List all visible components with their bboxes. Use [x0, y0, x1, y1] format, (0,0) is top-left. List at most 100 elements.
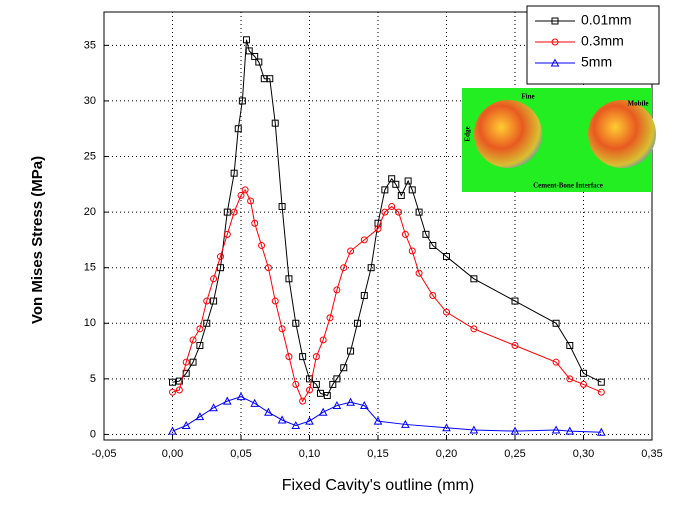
- data-point: [511, 297, 519, 305]
- data-point: [306, 375, 313, 383]
- legend-box: [526, 5, 660, 85]
- y-tick-label: 35: [84, 39, 96, 51]
- data-point: [319, 336, 327, 344]
- data-point: [565, 426, 575, 435]
- data-point: [347, 347, 355, 355]
- data-point: [271, 119, 279, 127]
- data-point: [580, 369, 587, 377]
- data-point: [469, 425, 479, 434]
- data-point: [241, 186, 249, 194]
- data-point: [326, 314, 334, 322]
- data-point: [580, 380, 587, 388]
- legend-marker: [550, 58, 560, 67]
- data-point: [374, 225, 382, 233]
- data-point: [566, 342, 574, 350]
- data-point: [395, 208, 403, 216]
- data-point: [552, 358, 560, 366]
- data-point: [596, 427, 606, 436]
- y-tick-label: 30: [84, 95, 96, 107]
- series-line: [172, 396, 602, 433]
- data-point: [470, 325, 478, 333]
- x-tick-label: 0,20: [436, 448, 457, 460]
- data-point: [223, 208, 231, 216]
- data-point: [260, 75, 268, 83]
- x-tick-label: 0,00: [162, 448, 183, 460]
- legend-marker: [551, 17, 559, 25]
- data-point: [223, 230, 231, 238]
- sphere: [474, 100, 542, 168]
- data-point: [306, 386, 313, 394]
- inset-image: Fine Mobile Edge Cement-Bone Interface: [462, 88, 656, 192]
- data-point: [278, 203, 286, 211]
- data-point: [247, 197, 255, 205]
- data-point: [408, 247, 416, 255]
- data-point: [230, 208, 238, 216]
- series-line: [172, 39, 602, 397]
- legend-label: 0.01mm: [581, 12, 632, 28]
- data-point: [333, 286, 341, 294]
- legend: 0.01mm 0.3mm 5mm: [526, 5, 660, 85]
- data-point: [340, 264, 348, 272]
- data-point: [278, 325, 286, 333]
- x-tick-label: 0,30: [573, 448, 594, 460]
- x-tick-label: -0,05: [91, 448, 116, 460]
- data-point: [360, 291, 368, 299]
- data-point: [195, 412, 205, 421]
- legend-marker: [551, 38, 559, 46]
- data-point: [597, 378, 605, 386]
- data-point: [510, 426, 520, 435]
- inset-caption: Cement-Bone Interface: [533, 182, 603, 190]
- data-point: [182, 358, 190, 366]
- data-point: [285, 275, 293, 283]
- data-point: [292, 380, 300, 388]
- data-point: [169, 388, 176, 396]
- data-point: [168, 426, 177, 435]
- data-point: [415, 269, 423, 277]
- data-point: [203, 319, 211, 327]
- x-tick-label: 0,15: [367, 448, 388, 460]
- data-point: [340, 364, 348, 372]
- data-point: [255, 58, 263, 66]
- data-point: [245, 47, 253, 55]
- data-point: [597, 388, 605, 396]
- data-point: [359, 400, 369, 410]
- data-point: [470, 275, 478, 283]
- data-point: [404, 177, 412, 185]
- data-point: [318, 407, 328, 416]
- y-tick-label: 25: [84, 150, 96, 162]
- data-point: [392, 180, 400, 188]
- legend-label: 5mm: [581, 54, 612, 70]
- data-point: [196, 325, 204, 333]
- data-point: [551, 425, 561, 434]
- data-point: [271, 297, 279, 305]
- data-point: [305, 416, 314, 425]
- data-point: [216, 253, 224, 261]
- data-point: [511, 342, 519, 350]
- data-point: [169, 378, 176, 386]
- data-point: [408, 186, 416, 194]
- data-point: [312, 380, 320, 388]
- x-tick-label: 0,35: [641, 448, 662, 460]
- data-point: [566, 375, 574, 383]
- data-point: [236, 392, 246, 401]
- data-point: [238, 97, 246, 105]
- data-point: [251, 219, 259, 227]
- data-point: [175, 386, 183, 394]
- sphere: [588, 100, 656, 168]
- data-point: [210, 275, 218, 283]
- data-point: [234, 125, 242, 133]
- data-point: [442, 423, 451, 432]
- data-point: [175, 377, 183, 385]
- data-point: [264, 264, 272, 272]
- data-point: [210, 297, 218, 305]
- data-point: [332, 400, 342, 410]
- data-point: [277, 415, 287, 424]
- data-point: [381, 208, 389, 216]
- data-point: [285, 353, 293, 361]
- data-point: [196, 342, 204, 350]
- legend-label: 0.3mm: [581, 33, 624, 49]
- series-line: [172, 188, 602, 403]
- y-axis-label: Von Mises Stress (MPa): [29, 156, 46, 324]
- data-point: [360, 236, 368, 244]
